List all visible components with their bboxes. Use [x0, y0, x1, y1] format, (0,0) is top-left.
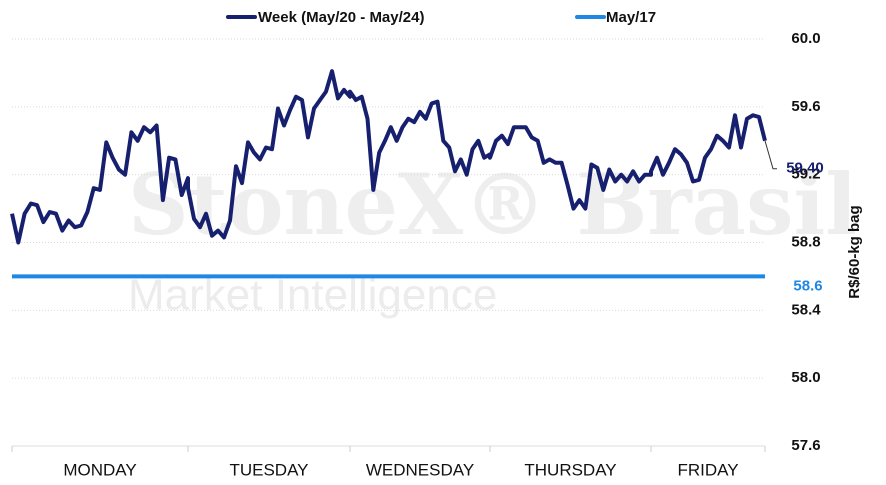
y-tick-label: 57.6: [791, 437, 820, 454]
x-tick-label: MONDAY: [63, 460, 136, 479]
reference-label: 58.6: [793, 277, 822, 294]
x-tick-label: TUESDAY: [229, 460, 308, 479]
watermark-subtitle: Market Intelligence: [128, 271, 497, 320]
y-tick-label: 58.0: [791, 369, 820, 386]
y-axis-label: R$/60-kg bag: [846, 205, 863, 298]
watermark-title: StoneX® Brasil: [128, 155, 857, 254]
x-tick-label: FRIDAY: [677, 460, 738, 479]
last-value-label: 59.40: [786, 160, 824, 177]
x-tick-label: WEDNESDAY: [366, 460, 474, 479]
legend-label: Week (May/20 - May/24): [258, 9, 424, 26]
y-tick-label: 60.0: [791, 30, 820, 47]
y-tick-label: 58.8: [791, 233, 820, 250]
legend-label: May/17: [606, 9, 656, 26]
x-tick-label: THURSDAY: [524, 460, 616, 479]
watermark: StoneX® Brasil Market Intelligence: [128, 155, 857, 320]
y-tick-label: 59.2: [791, 166, 820, 183]
week-line: [10, 69, 767, 245]
label-connector: [764, 140, 777, 170]
y-tick-label: 58.4: [791, 301, 821, 318]
y-tick-label: 59.6: [791, 98, 820, 115]
